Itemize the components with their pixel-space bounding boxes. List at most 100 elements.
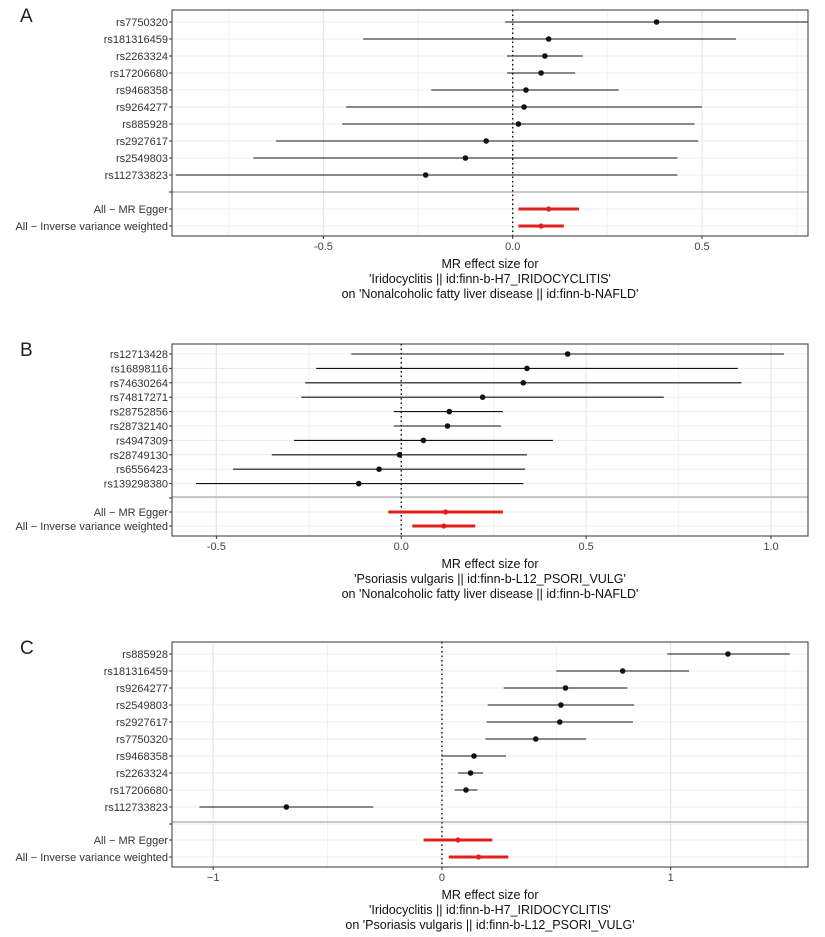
x-axis-title: on 'Psoriasis vulgaris || id:finn-b-L12_…: [345, 918, 634, 932]
snp-label: rs9468358: [116, 85, 168, 97]
snp-point: [524, 365, 530, 372]
plot-border: [171, 343, 809, 537]
snp-label: rs885928: [122, 649, 168, 661]
snp-label: rs7750320: [116, 17, 168, 29]
snp-point: [542, 53, 548, 59]
snp-point: [420, 437, 427, 444]
snp-point: [515, 121, 522, 127]
snp-point: [556, 719, 563, 725]
snp-label: rs7750320: [116, 734, 168, 746]
snp-label: rs9468358: [116, 751, 168, 763]
snp-point: [376, 466, 382, 472]
snp-label: rs28732140: [110, 421, 168, 433]
snp-point: [463, 787, 469, 793]
snp-label: rs2927617: [116, 136, 168, 148]
snp-label: rs9264277: [116, 683, 168, 695]
snp-point: [479, 394, 486, 400]
snp-point: [564, 351, 571, 357]
snp-point: [532, 736, 539, 742]
x-tick-label: 0.5: [694, 241, 709, 253]
plot-area: [172, 642, 808, 867]
x-tick-label: 0.0: [394, 541, 409, 553]
snp-label: rs17206680: [110, 785, 168, 797]
x-axis-title: MR effect size for: [441, 557, 538, 571]
x-axis-title: 'Iridocyclitis || id:finn-b-H7_IRIDOCYCL…: [369, 903, 611, 917]
x-axis-title: on 'Nonalcoholic fatty liver disease || …: [342, 587, 639, 601]
snp-label: rs16898116: [111, 363, 168, 375]
summary-point: [441, 523, 447, 529]
snp-label: rs181316459: [104, 34, 168, 46]
snp-point: [467, 770, 474, 776]
snp-label: rs74817271: [110, 392, 168, 404]
plot-area: [172, 10, 808, 236]
summary-label: All − MR Egger: [94, 204, 169, 216]
plot-border: [171, 9, 809, 237]
snp-point: [653, 19, 660, 25]
summary-point: [455, 837, 461, 843]
x-axis-title: MR effect size for: [441, 888, 538, 902]
snp-point: [483, 138, 490, 144]
snp-point: [725, 651, 731, 657]
snp-label: rs17206680: [110, 68, 168, 80]
snp-label: rs9264277: [116, 102, 168, 114]
snp-label: rs28749130: [110, 450, 168, 462]
summary-label: All − Inverse variance weighted: [15, 221, 168, 233]
snp-point: [462, 155, 469, 161]
snp-label: rs885928: [122, 119, 168, 131]
summary-label: All − MR Egger: [94, 835, 169, 847]
snp-point: [355, 480, 362, 487]
snp-point: [396, 452, 403, 458]
summary-point: [546, 206, 552, 212]
x-axis-title: MR effect size for: [441, 257, 538, 271]
x-tick-label: −1: [207, 872, 220, 884]
snp-point: [422, 172, 429, 178]
snp-point: [619, 668, 626, 674]
snp-label: rs2549803: [116, 700, 168, 712]
snp-point: [444, 423, 451, 429]
snp-point: [446, 408, 453, 415]
x-axis-title: 'Psoriasis vulgaris || id:finn-b-L12_PSO…: [354, 572, 626, 586]
snp-point: [520, 380, 527, 386]
panel-label: C: [20, 638, 34, 659]
plot-border: [171, 641, 809, 868]
x-tick-label: 1.0: [763, 541, 778, 553]
summary-label: All − Inverse variance weighted: [15, 521, 168, 533]
x-tick-label: -0.5: [207, 541, 226, 553]
snp-point: [521, 104, 527, 110]
x-axis-title: on 'Nonalcoholic fatty liver disease || …: [342, 287, 639, 301]
summary-label: All − Inverse variance weighted: [15, 852, 168, 864]
snp-label: rs28752856: [110, 407, 168, 419]
snp-label: rs2263324: [116, 51, 168, 63]
x-tick-label: 0.0: [505, 241, 520, 253]
summary-point: [443, 509, 449, 515]
snp-point: [283, 804, 290, 810]
snp-label: rs12713428: [110, 349, 168, 361]
summary-point: [538, 223, 544, 229]
summary-point: [475, 854, 482, 860]
snp-label: rs2927617: [116, 717, 168, 729]
snp-point: [471, 753, 477, 759]
snp-point: [558, 702, 564, 708]
x-tick-label: 0.5: [578, 541, 593, 553]
x-axis-title: 'Iridocyclitis || id:finn-b-H7_IRIDOCYCL…: [369, 272, 611, 286]
snp-label: rs139298380: [104, 479, 168, 491]
snp-label: rs112733823: [105, 802, 168, 814]
snp-label: rs6556423: [116, 464, 168, 476]
snp-label: rs2263324: [116, 768, 168, 780]
snp-point: [523, 87, 529, 93]
panel-label: B: [20, 340, 33, 361]
snp-label: rs74630264: [110, 378, 168, 390]
snp-point: [545, 36, 552, 42]
x-tick-label: 0: [439, 872, 445, 884]
snp-label: rs4947309: [116, 435, 168, 447]
x-tick-label: 1: [668, 872, 674, 884]
x-tick-label: -0.5: [314, 241, 333, 253]
summary-label: All − MR Egger: [94, 507, 169, 519]
panel-label: A: [20, 6, 33, 27]
